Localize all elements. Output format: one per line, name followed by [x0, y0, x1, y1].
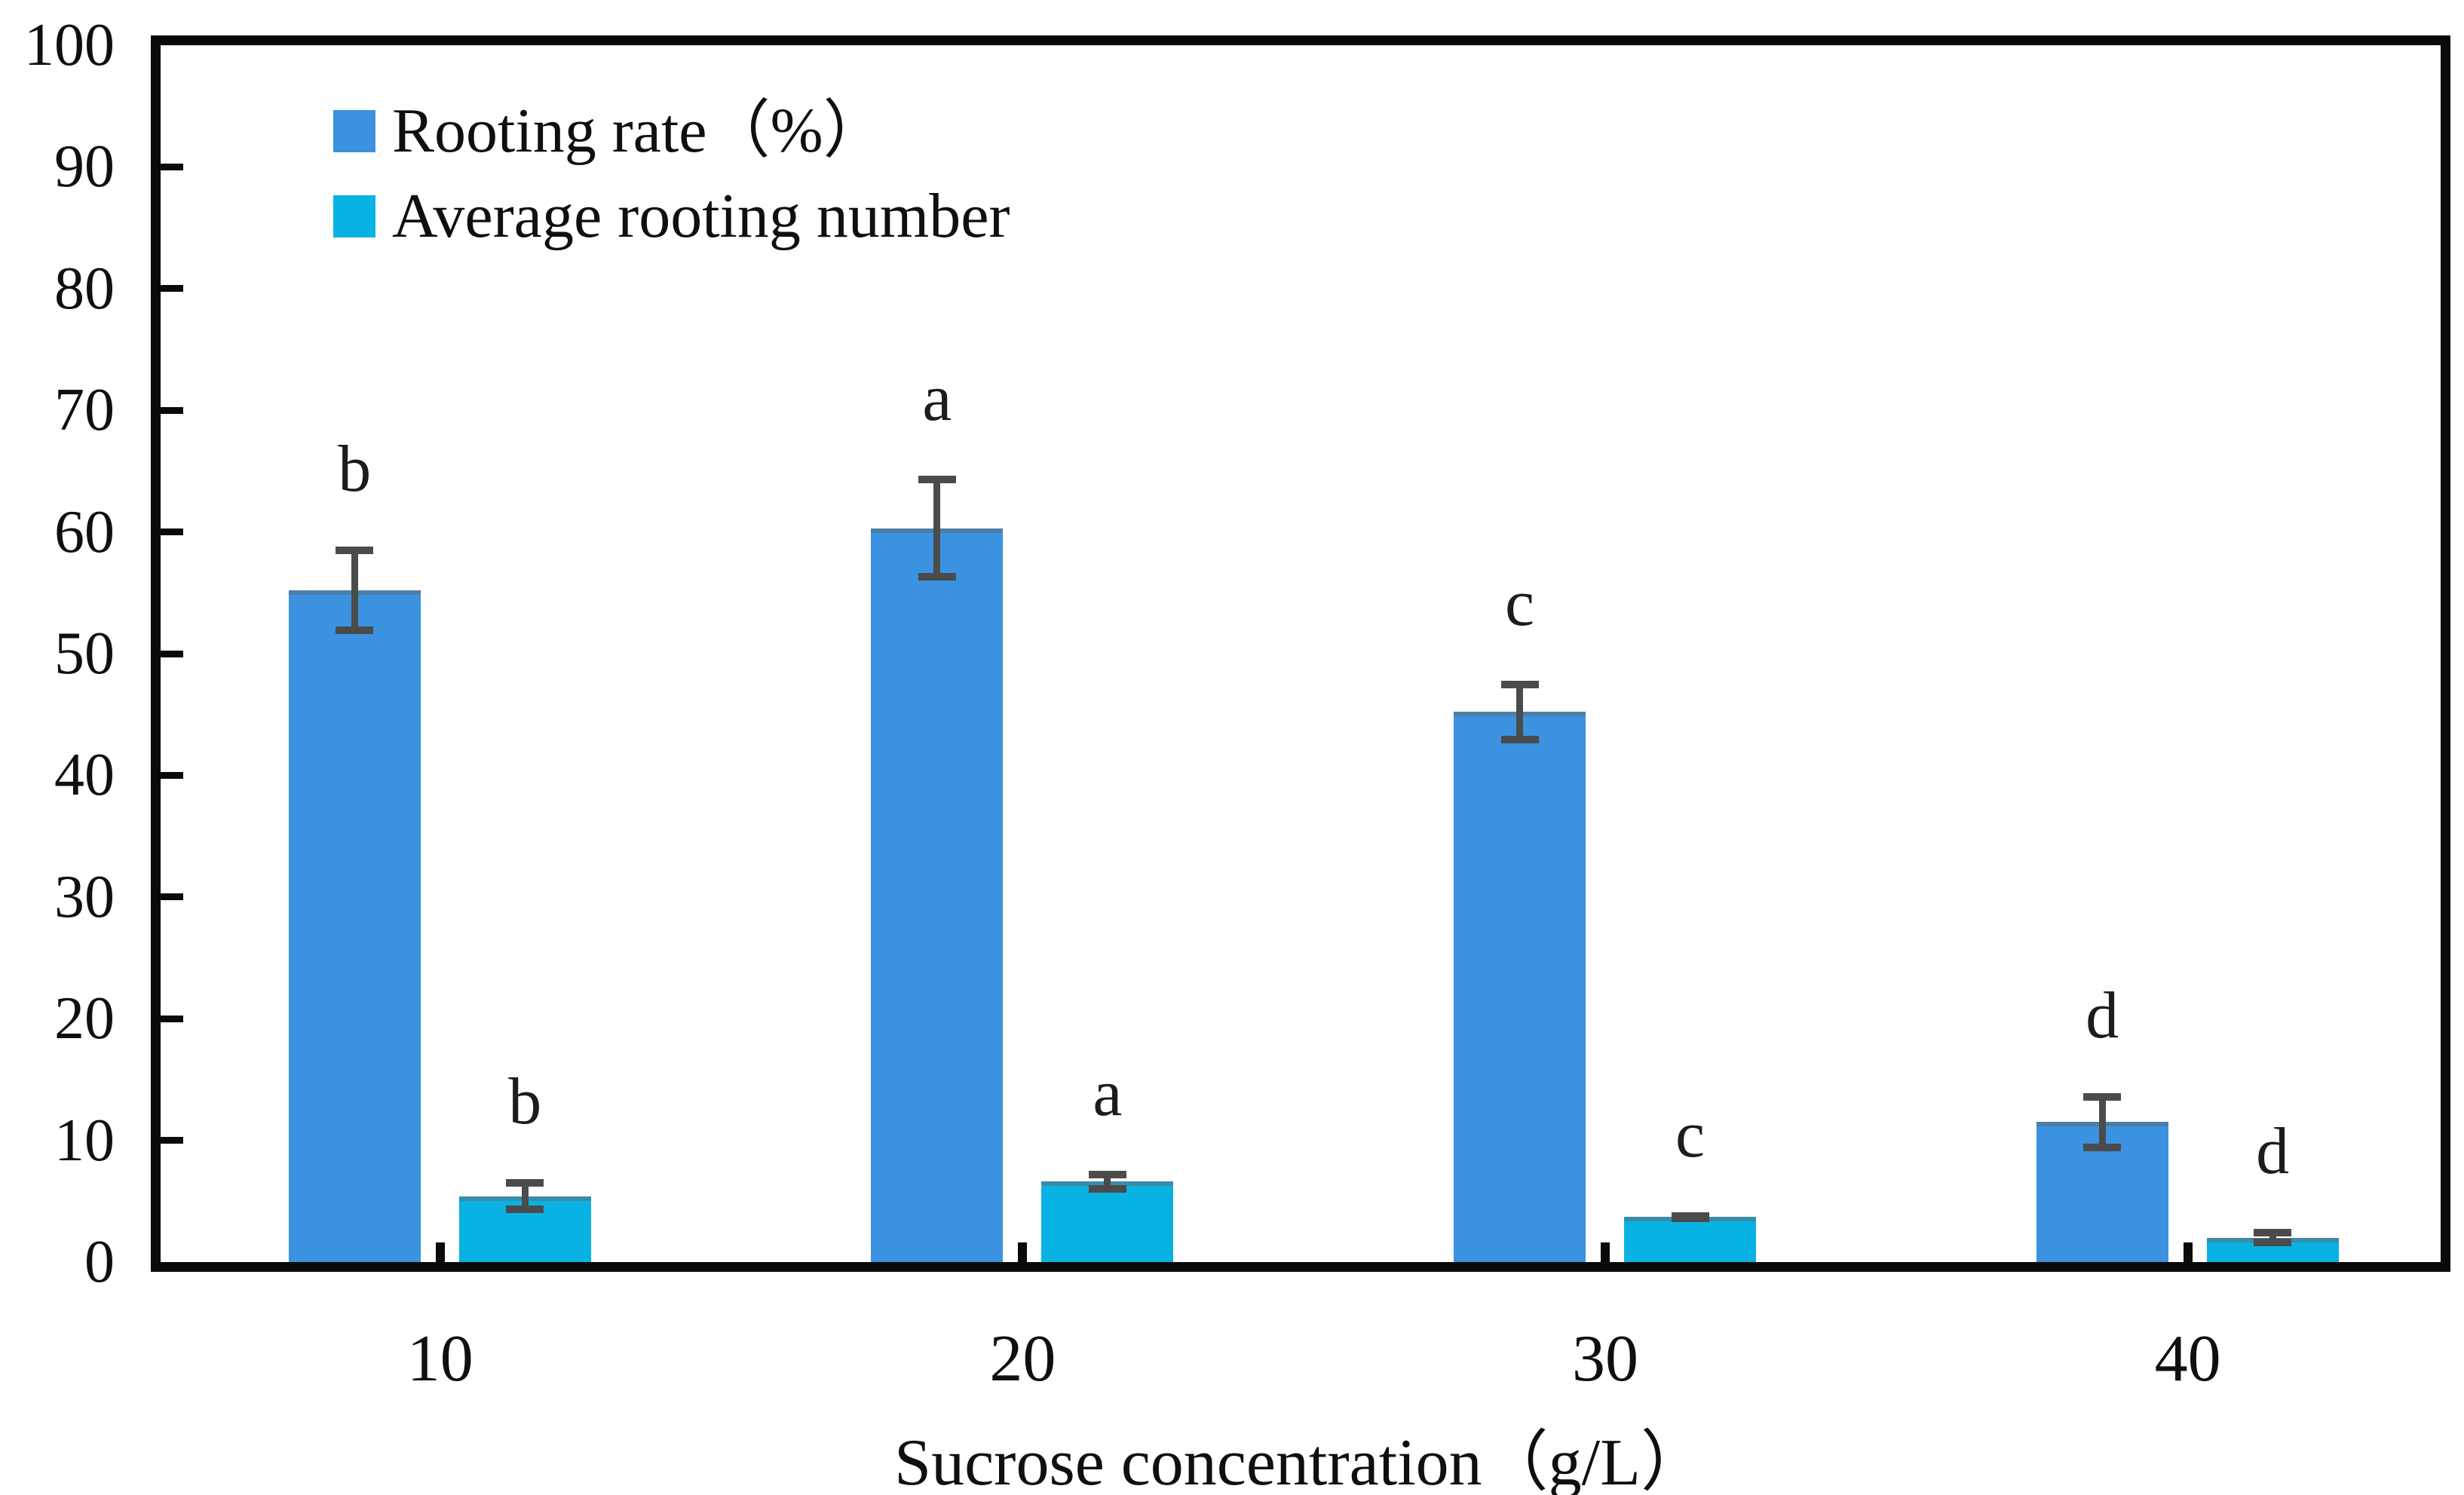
bar-avg-rooting-number-30 [1624, 1217, 1756, 1262]
legend: Rooting rate（%） Average rooting number [333, 100, 1010, 274]
y-tick-60 [161, 528, 183, 536]
legend-swatch-rooting-rate [333, 110, 375, 152]
y-tick-label-50: 50 [54, 620, 115, 687]
y-tick-20 [161, 1015, 183, 1022]
sig-letter-avg-rooting-number-10: b [508, 1065, 542, 1139]
x-tick-20 [1018, 1242, 1028, 1262]
x-axis-title: Sucrose concentration（g/L） [894, 1426, 1707, 1495]
y-tick-label-30: 30 [54, 863, 115, 930]
error-bar-avg-rooting-number-10 [501, 1179, 550, 1214]
y-tick-label-70: 70 [54, 377, 115, 444]
x-tick-label-30: 30 [1572, 1322, 1638, 1395]
error-bar-avg-rooting-number-40 [2248, 1229, 2297, 1247]
y-tick-label-90: 90 [54, 133, 115, 201]
error-bar-avg-rooting-number-20 [1083, 1170, 1132, 1193]
y-tick-70 [161, 406, 183, 414]
bar-rooting-rate-10 [288, 590, 421, 1262]
y-tick-40 [161, 771, 183, 779]
x-tick-label-40: 40 [2154, 1322, 2221, 1395]
sig-letter-avg-rooting-number-40: d [2256, 1115, 2290, 1189]
y-tick-label-10: 10 [54, 1107, 115, 1174]
error-bar-rooting-rate-10 [330, 546, 379, 635]
legend-item-rooting-rate: Rooting rate（%） [333, 100, 1010, 163]
legend-label-average-rooting-number: Average rooting number [392, 181, 1010, 251]
error-bar-rooting-rate-30 [1495, 680, 1544, 744]
y-tick-90 [161, 163, 183, 170]
plot-area: b a c d b a c d [151, 35, 2450, 1272]
y-tick-label-0: 0 [84, 1229, 115, 1295]
sig-letter-rooting-rate-10: b [338, 432, 372, 506]
legend-swatch-average-rooting-number [333, 195, 375, 237]
sig-letter-rooting-rate-40: d [2086, 979, 2119, 1052]
x-tick-label-10: 10 [406, 1322, 473, 1395]
sig-letter-avg-rooting-number-30: c [1675, 1098, 1705, 1172]
y-tick-label-80: 80 [54, 255, 115, 322]
y-tick-label-60: 60 [54, 498, 115, 565]
y-tick-80 [161, 285, 183, 293]
y-tick-50 [161, 650, 183, 657]
legend-label-rooting-rate: Rooting rate（%） [392, 96, 887, 166]
sig-letter-avg-rooting-number-20: a [1093, 1056, 1123, 1130]
error-bar-avg-rooting-number-30 [1666, 1212, 1715, 1222]
bar-rooting-rate-20 [871, 528, 1004, 1262]
y-tick-10 [161, 1137, 183, 1144]
sig-letter-rooting-rate-20: a [922, 362, 952, 436]
error-bar-rooting-rate-40 [2078, 1092, 2127, 1152]
y-tick-label-20: 20 [54, 985, 115, 1052]
bar-rooting-rate-30 [1454, 712, 1586, 1262]
x-tick-10 [435, 1242, 445, 1262]
x-tick-30 [1601, 1242, 1610, 1262]
error-bar-rooting-rate-20 [912, 476, 961, 581]
legend-item-average-rooting-number: Average rooting number [333, 185, 1010, 248]
y-tick-label-40: 40 [54, 742, 115, 809]
x-tick-40 [2183, 1242, 2193, 1262]
y-tick-30 [161, 893, 183, 901]
x-tick-label-20: 20 [989, 1322, 1056, 1395]
sig-letter-rooting-rate-30: c [1504, 566, 1535, 640]
y-tick-label-100: 100 [24, 12, 115, 78]
bar-avg-rooting-number-20 [1041, 1181, 1174, 1262]
